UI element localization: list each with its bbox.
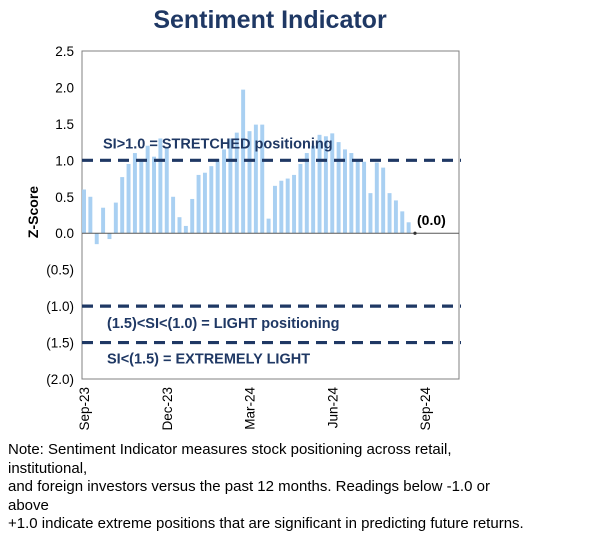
chart-title: Sentiment Indicator xyxy=(153,6,387,34)
y-tick-label: 0.5 xyxy=(55,190,74,205)
bar xyxy=(126,163,131,234)
bar xyxy=(381,167,386,234)
bar xyxy=(139,160,144,234)
bar xyxy=(241,89,246,234)
footnote-line: above xyxy=(8,496,49,514)
footnote-line: Note: Sentiment Indicator measures stock… xyxy=(8,441,452,458)
bar xyxy=(304,153,309,234)
bar xyxy=(196,174,201,234)
last-value-label: (0.0) xyxy=(417,212,446,228)
bar xyxy=(368,193,373,234)
bar xyxy=(298,163,303,234)
bar xyxy=(152,156,156,234)
bar xyxy=(260,124,265,234)
bar xyxy=(292,174,297,234)
bar xyxy=(406,222,411,234)
bar xyxy=(177,217,182,234)
bar xyxy=(323,136,328,234)
bar xyxy=(311,145,316,234)
bar xyxy=(253,124,258,234)
bar xyxy=(171,196,176,234)
y-tick-label: 2.0 xyxy=(55,80,74,95)
threshold-label: SI<(1.5) = EXTREMELY LIGHT xyxy=(107,352,310,368)
bar xyxy=(317,134,322,234)
bar xyxy=(336,142,341,234)
y-tick-label: (1.0) xyxy=(46,299,74,314)
bar xyxy=(120,177,125,234)
bar xyxy=(222,149,227,234)
threshold-label: SI>1.0 = STRETCHED positioning xyxy=(103,136,333,152)
x-tick-label: Dec-23 xyxy=(160,387,175,431)
bar xyxy=(215,158,220,234)
y-tick-label: 2.5 xyxy=(55,44,74,59)
bar xyxy=(355,160,360,234)
bar xyxy=(285,178,290,234)
footnote-line: +1.0 indicate extreme positions that are… xyxy=(8,515,524,532)
x-tick-label: Mar-24 xyxy=(243,387,258,430)
y-tick-label: (1.5) xyxy=(46,336,74,351)
bar xyxy=(183,225,188,234)
footnote-line: and foreign investors versus the past 12… xyxy=(8,478,490,495)
bar xyxy=(88,196,93,234)
bar xyxy=(400,211,405,234)
bar xyxy=(393,200,398,234)
footnote-line: institutional, xyxy=(8,459,88,477)
x-tick-label: Sep-24 xyxy=(418,387,433,431)
bar xyxy=(190,198,195,234)
bar xyxy=(113,202,118,234)
threshold-label: (1.5)<SI<(1.0) = LIGHT positioning xyxy=(107,316,339,332)
bar xyxy=(330,133,335,234)
bar xyxy=(362,161,367,234)
x-tick-label: Jun-24 xyxy=(325,387,340,429)
bar xyxy=(132,153,137,234)
bar xyxy=(266,218,271,234)
y-tick-label: 1.5 xyxy=(55,117,74,132)
bar xyxy=(82,189,86,234)
bar xyxy=(374,162,379,234)
plot-frame xyxy=(81,50,460,380)
bar xyxy=(164,147,169,234)
bar xyxy=(209,166,214,234)
y-tick-label: 1.0 xyxy=(55,153,74,168)
bar xyxy=(145,145,150,234)
bar xyxy=(202,172,207,234)
bar xyxy=(101,207,106,234)
bar xyxy=(94,233,99,245)
bar xyxy=(387,193,392,234)
bar xyxy=(107,233,112,240)
y-tick-label: 0.0 xyxy=(55,226,74,241)
bar xyxy=(272,185,277,234)
y-tick-label: (2.0) xyxy=(46,372,74,387)
x-tick-label: Sep-23 xyxy=(77,387,92,431)
bar xyxy=(228,138,233,234)
bar xyxy=(349,153,354,234)
sentiment-chart: 2.5 2.0 1.5 1.0 0.5 0.0 (0.5) (1.0) (1.5) (2.0) (0… xyxy=(46,44,461,431)
bar xyxy=(247,131,252,234)
bar xyxy=(234,132,239,234)
bar xyxy=(279,180,284,234)
bar xyxy=(158,138,163,234)
footnote: Note: Sentiment Indicator measures stock… xyxy=(8,441,608,534)
last-value-marker xyxy=(413,231,417,235)
y-tick-label: (0.5) xyxy=(46,263,74,278)
bar xyxy=(343,149,347,234)
